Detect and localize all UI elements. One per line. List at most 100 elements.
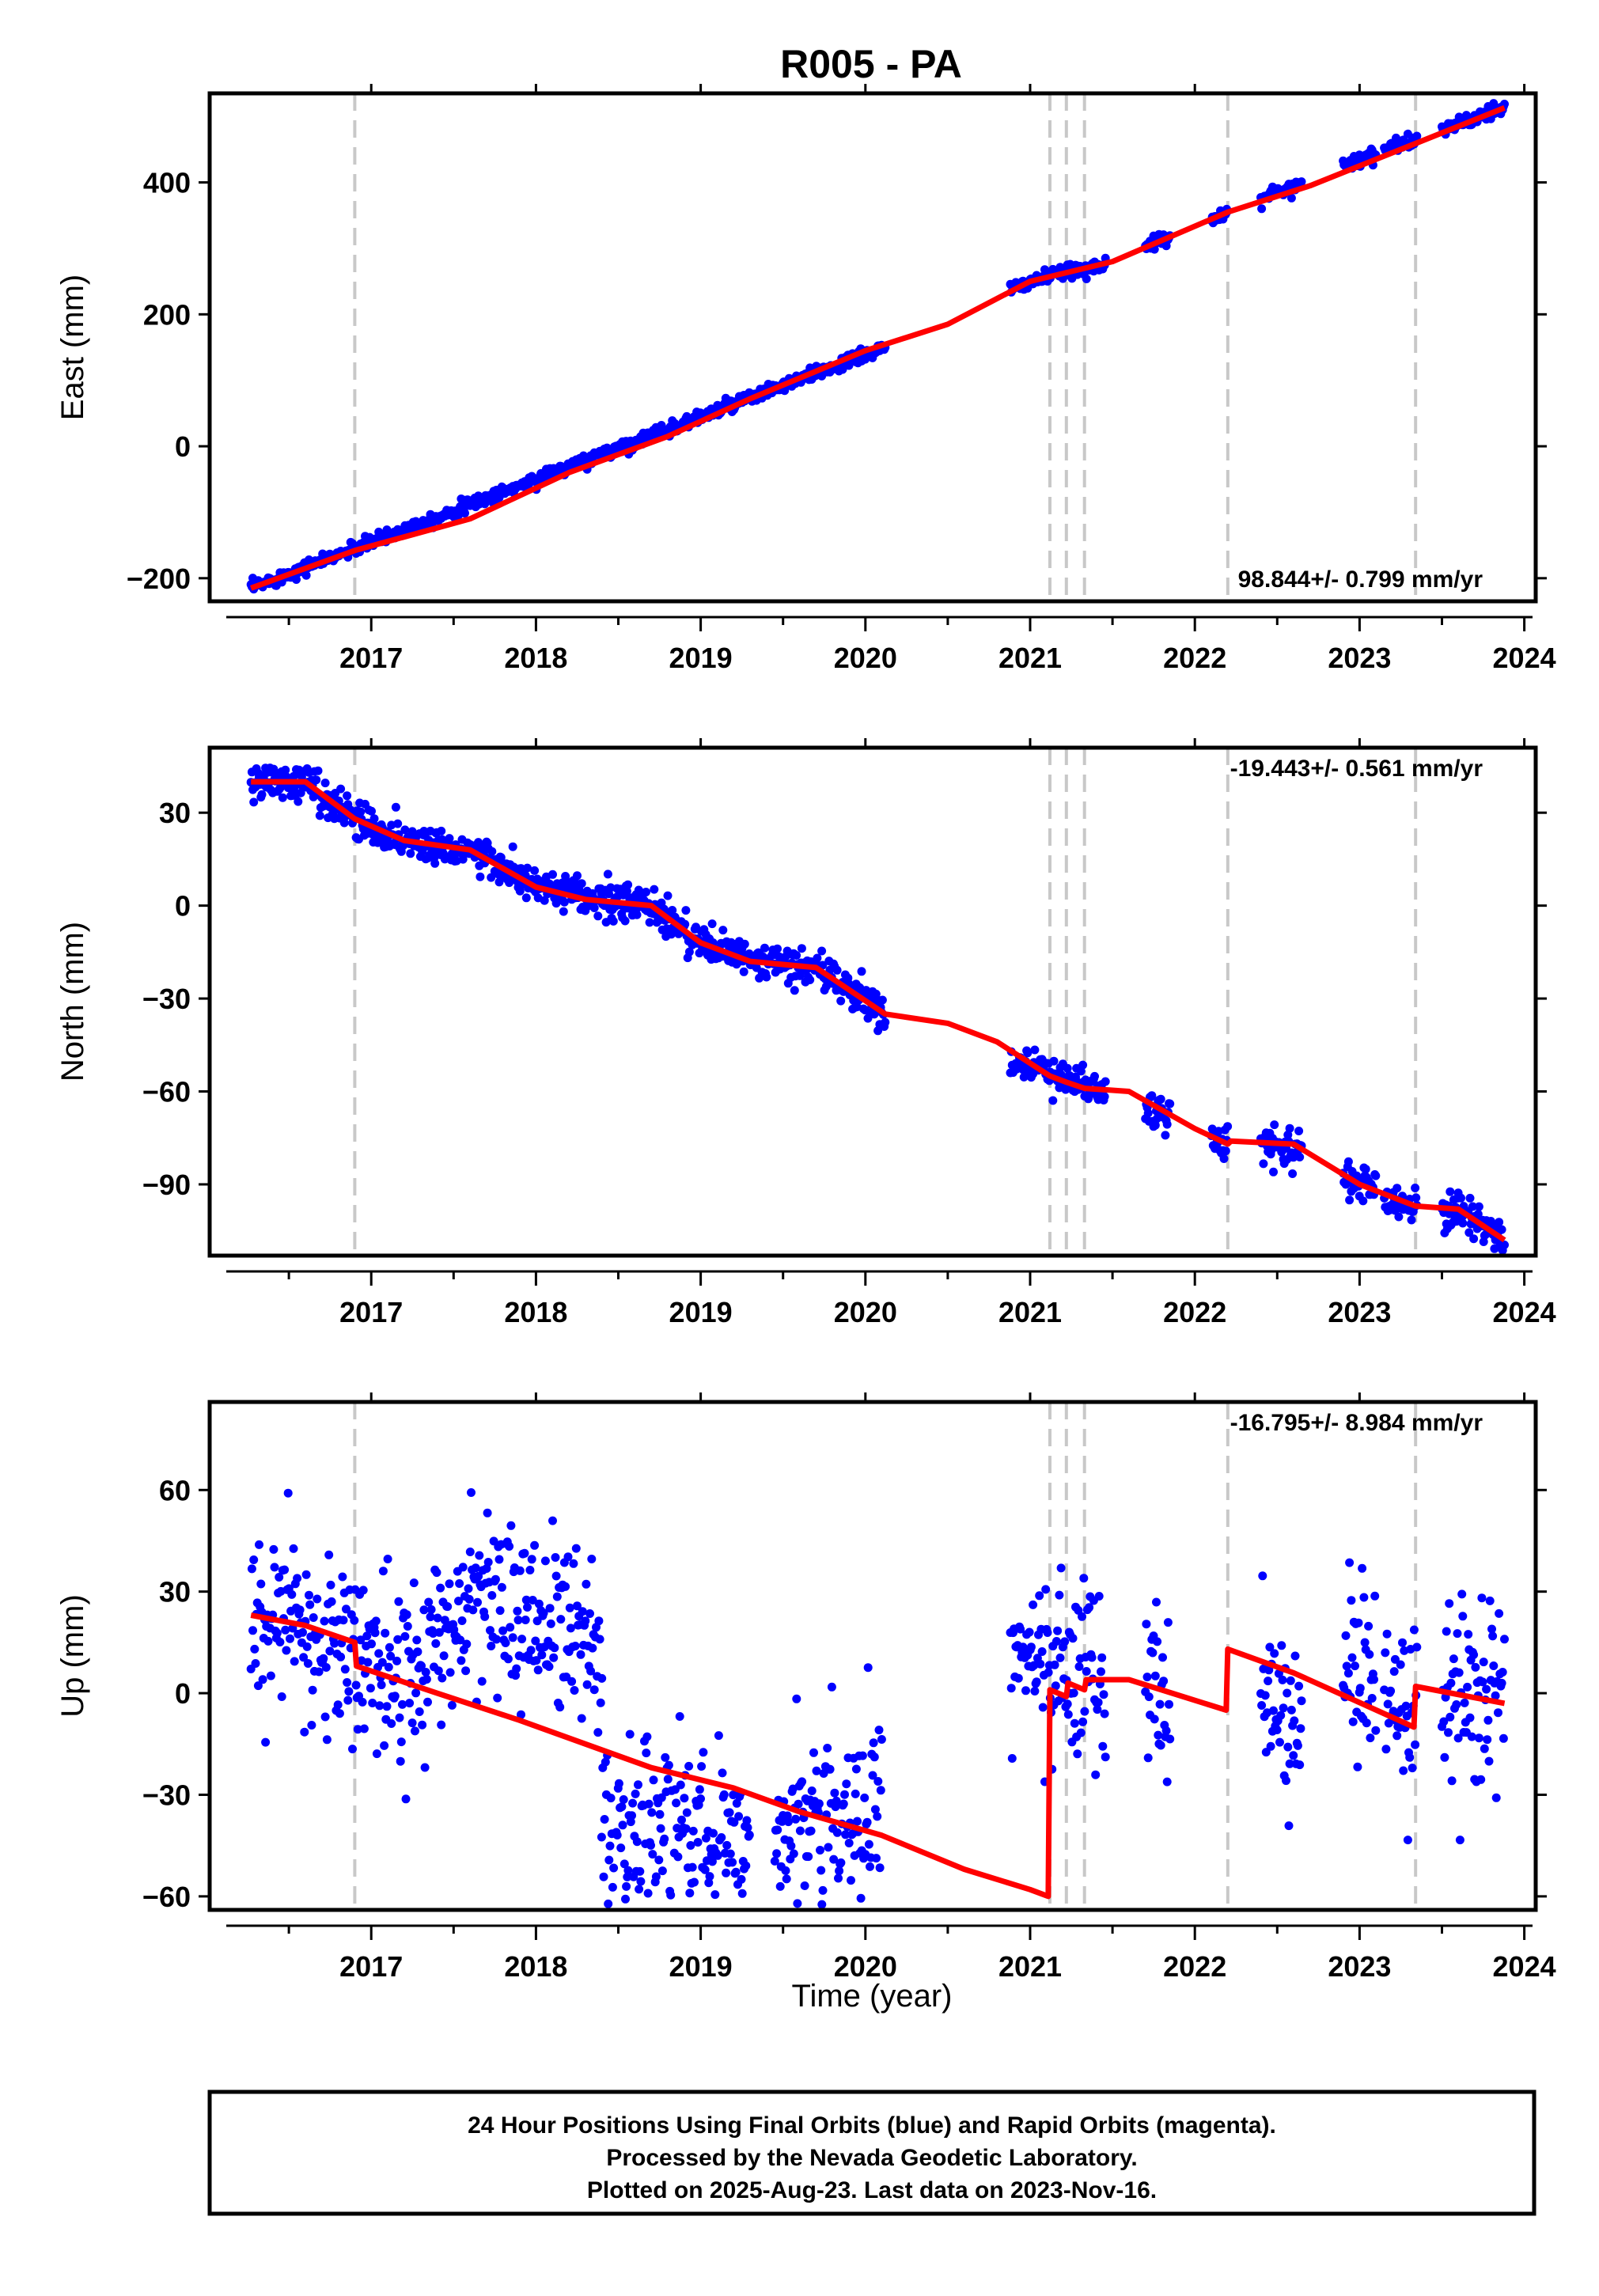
data-point — [307, 1721, 316, 1730]
data-point — [618, 1821, 627, 1830]
data-point — [1468, 1202, 1477, 1211]
data-point — [863, 1663, 873, 1673]
data-point — [455, 1579, 464, 1588]
data-point — [1223, 1122, 1233, 1131]
data-point — [657, 1793, 666, 1802]
y-tick-label: 0 — [175, 1677, 191, 1710]
data-point — [870, 1752, 879, 1762]
data-point — [302, 1642, 312, 1651]
data-point — [858, 1751, 867, 1760]
data-point — [569, 1559, 578, 1568]
data-point — [411, 1726, 419, 1736]
data-point — [420, 1763, 430, 1772]
data-point — [699, 1748, 708, 1757]
data-point — [561, 1582, 570, 1591]
data-point — [1453, 1733, 1463, 1743]
data-point — [707, 919, 717, 929]
data-point — [1043, 1628, 1052, 1637]
data-point — [1370, 1675, 1378, 1684]
data-point — [293, 1574, 302, 1583]
data-point — [718, 926, 728, 935]
data-point — [1477, 1593, 1487, 1603]
data-point — [437, 826, 446, 835]
data-point — [676, 1780, 685, 1790]
data-point — [875, 1863, 885, 1873]
data-point — [269, 1544, 278, 1554]
data-point — [517, 1710, 525, 1719]
data-point — [386, 1651, 396, 1661]
data-point — [1143, 1108, 1153, 1118]
data-point — [1389, 1667, 1399, 1677]
x-tick-label: 2023 — [1328, 1296, 1391, 1328]
data-point — [1487, 1624, 1496, 1634]
data-point — [1063, 1063, 1072, 1073]
data-point — [468, 1605, 478, 1615]
data-point — [817, 1866, 826, 1875]
data-point — [696, 1794, 705, 1803]
data-point — [722, 1840, 732, 1850]
data-point — [1053, 1626, 1063, 1635]
data-point — [447, 1700, 457, 1710]
data-point — [1284, 1821, 1294, 1831]
data-point — [454, 1597, 463, 1606]
data-point — [847, 1876, 855, 1885]
data-point — [1148, 1648, 1158, 1658]
data-point — [866, 1862, 874, 1871]
data-point — [283, 1488, 293, 1498]
data-point — [701, 1833, 710, 1843]
data-point — [1257, 204, 1267, 214]
data-point — [270, 1563, 279, 1572]
data-point — [1016, 1624, 1025, 1634]
data-point — [506, 1521, 516, 1530]
data-point — [1063, 1699, 1072, 1709]
data-point — [540, 896, 549, 905]
data-point — [1411, 1740, 1420, 1749]
data-point — [1483, 1715, 1493, 1725]
data-point — [620, 1859, 629, 1869]
data-point — [372, 1749, 381, 1759]
data-point — [814, 1799, 824, 1809]
data-point — [673, 1852, 683, 1862]
x-tick-label: 2017 — [339, 642, 403, 674]
data-point — [864, 1839, 873, 1849]
data-point — [582, 1579, 591, 1589]
data-point — [1491, 1691, 1500, 1700]
data-point — [336, 784, 346, 794]
data-point — [1269, 1167, 1278, 1176]
data-point — [1260, 1691, 1270, 1700]
data-point — [731, 1867, 741, 1877]
data-point — [1345, 1558, 1355, 1567]
data-point — [876, 1786, 885, 1795]
data-point — [566, 1623, 575, 1633]
data-point — [1290, 1651, 1300, 1661]
data-point — [532, 1616, 542, 1626]
data-point — [1296, 1724, 1305, 1733]
data-point — [1355, 1684, 1365, 1693]
y-tick-label: 0 — [175, 430, 191, 463]
data-point — [325, 1646, 335, 1656]
data-point — [1386, 1686, 1396, 1695]
data-point — [1143, 1753, 1153, 1763]
data-point — [277, 1692, 286, 1701]
data-point — [666, 1890, 676, 1900]
data-point — [704, 1878, 714, 1888]
data-point — [523, 863, 532, 873]
data-point — [577, 879, 586, 888]
data-point — [1051, 1681, 1060, 1691]
data-point — [356, 807, 366, 816]
data-point — [1056, 1563, 1066, 1573]
data-point — [1142, 1673, 1152, 1682]
data-point — [506, 1623, 515, 1632]
data-point — [330, 1639, 339, 1648]
data-point — [851, 1789, 860, 1798]
data-point — [1478, 1677, 1487, 1687]
data-point — [632, 1837, 642, 1847]
data-point — [623, 1872, 632, 1881]
data-point — [627, 1811, 636, 1821]
data-point — [1161, 1726, 1171, 1735]
data-point — [873, 1777, 883, 1786]
data-point — [869, 1738, 878, 1748]
data-point — [593, 911, 603, 921]
data-point — [326, 1580, 335, 1589]
data-point — [732, 1798, 741, 1808]
